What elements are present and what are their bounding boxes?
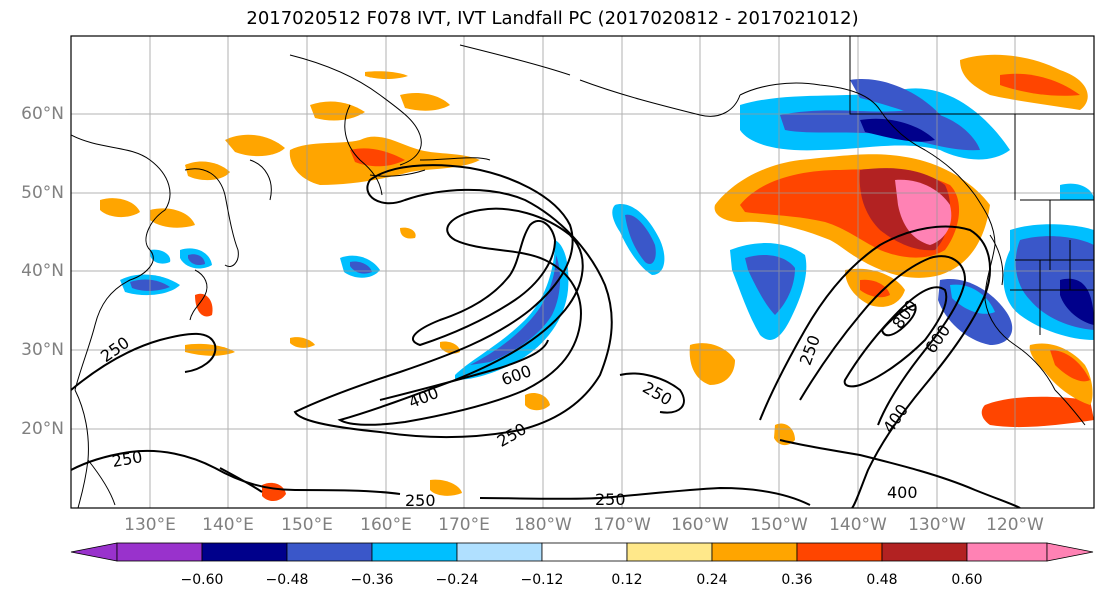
lat-label-20n: 20°N bbox=[21, 419, 64, 439]
lon-label-160w: 160°W bbox=[671, 515, 729, 535]
lon-label-170e: 170°E bbox=[438, 515, 490, 535]
map-title: 2017020512 F078 IVT, IVT Landfall PC (20… bbox=[246, 8, 859, 29]
colorbar-bin bbox=[881, 542, 968, 562]
lat-label-40n: 40°N bbox=[21, 261, 64, 281]
lat-label-50n: 50°N bbox=[21, 183, 64, 203]
lon-label-150e: 150°E bbox=[281, 515, 333, 535]
lon-label-160e: 160°E bbox=[360, 515, 412, 535]
colorbar-tick: −0.12 bbox=[520, 572, 564, 588]
lat-label-60n: 60°N bbox=[21, 104, 64, 124]
lon-label-130w: 130°W bbox=[908, 515, 966, 535]
map-frame bbox=[70, 35, 1095, 509]
colorbar-bin bbox=[286, 542, 373, 562]
colorbar-bin bbox=[796, 542, 883, 562]
colorbar bbox=[70, 542, 1094, 562]
contour-label: 250 bbox=[595, 490, 626, 509]
colorbar-bin bbox=[626, 542, 713, 562]
colorbar-tick: 0.48 bbox=[866, 572, 898, 588]
colorbar-tick: 0.12 bbox=[611, 572, 643, 588]
colorbar-tick: 0.24 bbox=[696, 572, 728, 588]
colorbar-bin bbox=[966, 542, 1048, 562]
contour-label: 400 bbox=[887, 483, 918, 502]
colorbar-tick: 0.60 bbox=[951, 572, 983, 588]
colorbar-tick: −0.60 bbox=[180, 572, 224, 588]
lon-label-150w: 150°W bbox=[750, 515, 808, 535]
lon-label-140w: 140°W bbox=[829, 515, 887, 535]
lon-label-130e: 130°E bbox=[124, 515, 176, 535]
coastlines bbox=[71, 44, 1086, 508]
colorbar-tick: −0.48 bbox=[265, 572, 309, 588]
contour-label: 250 bbox=[405, 491, 436, 510]
colorbar-tick: −0.36 bbox=[350, 572, 394, 588]
colorbar-bin bbox=[456, 542, 543, 562]
lon-label-170w: 170°W bbox=[593, 515, 651, 535]
colorbar-bin bbox=[541, 542, 628, 562]
shading-northwest bbox=[100, 71, 480, 356]
ivt-contours bbox=[71, 164, 1021, 508]
colorbar-bin bbox=[116, 542, 203, 562]
lat-label-30n: 30°N bbox=[21, 340, 64, 360]
colorbar-tick: −0.24 bbox=[435, 572, 479, 588]
colorbar-extend-low bbox=[70, 542, 118, 562]
graticule bbox=[71, 36, 1094, 508]
colorbar-bin bbox=[201, 542, 288, 562]
colorbar-bin bbox=[711, 542, 798, 562]
lon-label-180w: 180°W bbox=[514, 515, 572, 535]
lon-label-140e: 140°E bbox=[202, 515, 254, 535]
colorbar-extend-high bbox=[1046, 542, 1094, 562]
lon-label-120w: 120°W bbox=[986, 515, 1044, 535]
political-borders bbox=[849, 36, 1094, 335]
colorbar-tick: 0.36 bbox=[781, 572, 813, 588]
colorbar-bin bbox=[371, 542, 458, 562]
